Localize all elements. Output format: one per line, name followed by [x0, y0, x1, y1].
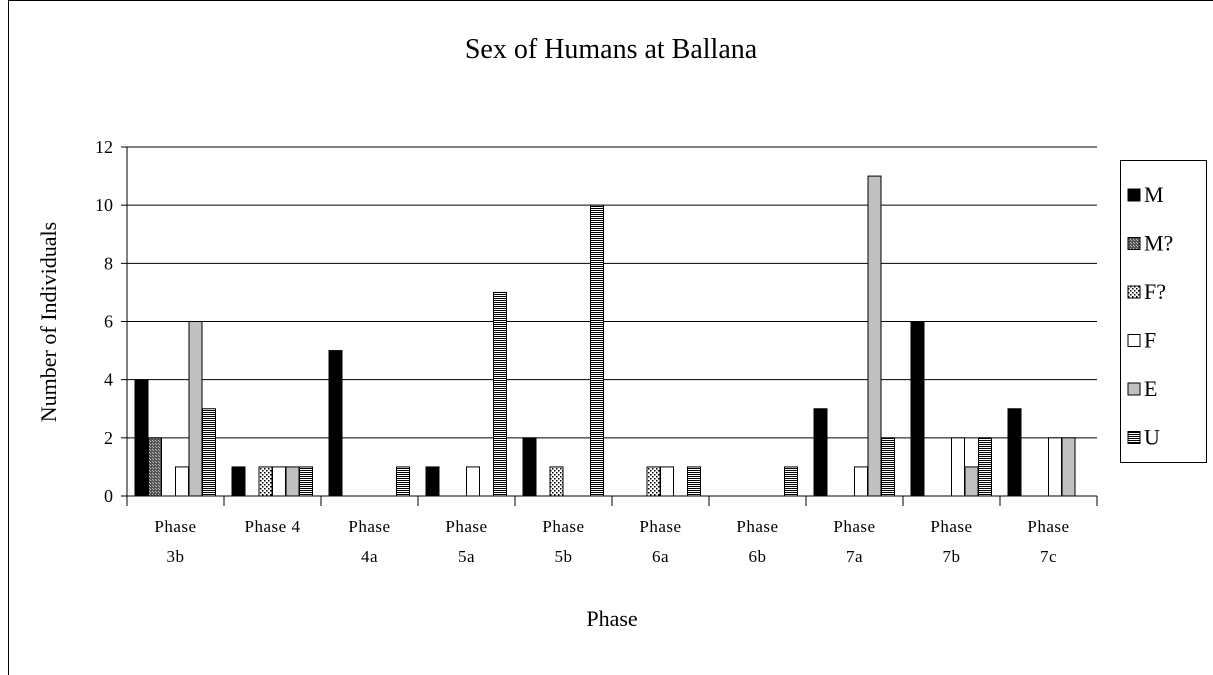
bar [299, 466, 313, 497]
x-tick-label: Phase 3b [154, 517, 197, 566]
bar [1061, 437, 1076, 497]
y-tick-label: 4 [104, 370, 113, 390]
bar [328, 350, 343, 497]
bar [646, 466, 661, 497]
y-tick-label: 8 [104, 253, 113, 273]
bar [258, 466, 273, 497]
bar [854, 466, 868, 497]
x-tick-label: Phase 4a [348, 517, 391, 566]
x-axis-label: Phase [586, 606, 637, 631]
y-tick-label: 12 [95, 137, 113, 157]
legend-label: F [1144, 328, 1156, 353]
x-tick-label: Phase 5b [542, 517, 585, 566]
y-tick-label: 0 [104, 486, 113, 506]
y-tick-label: 10 [95, 195, 113, 215]
y-tick-label: 2 [104, 428, 113, 448]
bar [493, 291, 507, 497]
bar [148, 437, 162, 497]
bar [978, 437, 992, 497]
bar [549, 466, 564, 497]
bar [522, 437, 537, 497]
bar [951, 437, 965, 497]
x-tick-label: Phase 7a [833, 517, 876, 566]
bar [881, 437, 895, 497]
bar [813, 408, 828, 497]
bar [687, 466, 701, 497]
bar [425, 466, 440, 497]
legend-swatch [1127, 431, 1141, 444]
bar [188, 321, 203, 497]
legend-label: E [1144, 376, 1157, 401]
bar [1048, 437, 1062, 497]
legend-swatch [1127, 237, 1141, 250]
bar [660, 466, 674, 497]
y-tick-label: 6 [104, 312, 113, 332]
bar [964, 466, 979, 497]
bar [231, 466, 246, 497]
bar [867, 175, 882, 497]
frame [8, 0, 1213, 675]
bar [285, 466, 300, 497]
legend-swatch [1127, 382, 1141, 396]
bar [272, 466, 286, 497]
y-axis-label: Number of Individuals [36, 222, 61, 422]
legend-box [1120, 160, 1207, 463]
legend-label: U [1144, 425, 1160, 450]
legend-label: F? [1144, 279, 1166, 304]
legend-label: M? [1144, 231, 1173, 256]
x-tick-label: Phase 7c [1027, 517, 1070, 566]
bar [202, 408, 216, 497]
bar [910, 321, 925, 497]
bar [396, 466, 410, 497]
x-tick-label: Phase 5a [445, 517, 488, 566]
x-tick-label: Phase 4 [244, 517, 301, 536]
legend-swatch [1127, 334, 1141, 347]
x-tick-label: Phase 7b [930, 517, 973, 566]
bar [590, 204, 604, 497]
legend-label: M [1144, 182, 1164, 207]
x-tick-label: Phase 6b [736, 517, 779, 566]
chart-title: Sex of Humans at Ballana [465, 34, 758, 65]
x-tick-label: Phase 6a [639, 517, 682, 566]
legend-swatch [1127, 285, 1141, 299]
bar [134, 379, 149, 497]
bar [1007, 408, 1022, 497]
bar [175, 466, 189, 497]
bar [466, 466, 480, 497]
bar [784, 466, 798, 497]
legend-swatch [1127, 188, 1141, 202]
